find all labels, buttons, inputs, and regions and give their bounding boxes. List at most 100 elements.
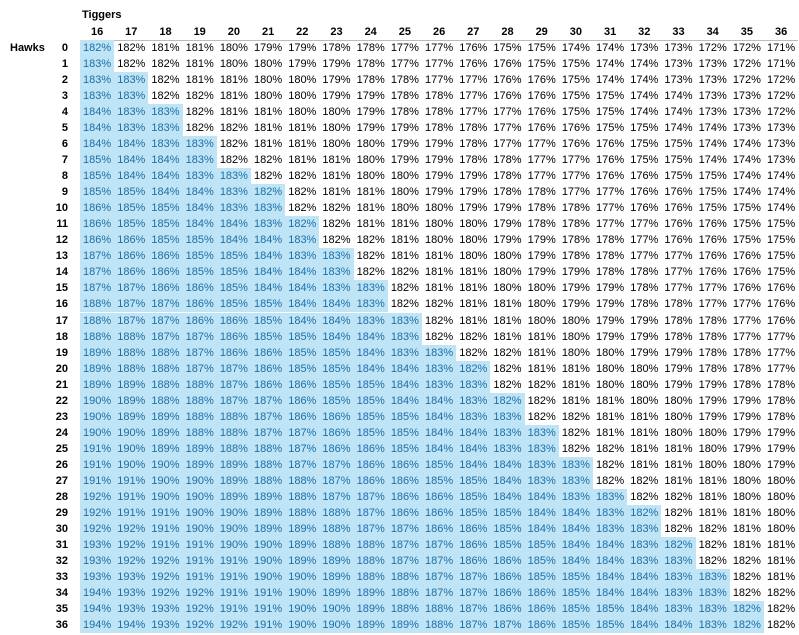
highlighted-cell: 191% (148, 504, 183, 521)
cell: 175% (767, 266, 796, 279)
cell: 182% (527, 378, 556, 391)
highlighted-cell: 184% (456, 456, 491, 473)
cell: 181% (561, 378, 590, 391)
highlighted-cell: 186% (387, 456, 422, 473)
row-header: 13 (55, 250, 68, 263)
highlighted-cell: 184% (422, 392, 457, 409)
cell: 180% (698, 426, 727, 439)
cell: 175% (664, 138, 693, 151)
highlighted-cell: 183% (593, 520, 628, 537)
cell: 182% (219, 154, 248, 167)
highlighted-cell: 190% (148, 472, 183, 489)
cell: 179% (732, 394, 761, 407)
highlighted-cell: 185% (319, 392, 354, 409)
cell: 182% (151, 58, 180, 71)
cell: 173% (732, 122, 761, 135)
cell: 177% (527, 170, 556, 183)
highlighted-cell: 185% (524, 536, 559, 553)
cell: 178% (561, 218, 590, 231)
highlighted-cell: 189% (251, 520, 286, 537)
highlighted-cell: 184% (558, 520, 593, 537)
cell: 174% (596, 42, 625, 54)
cell: 174% (664, 90, 693, 103)
highlighted-cell: 190% (80, 408, 115, 425)
highlighted-cell: 189% (80, 344, 115, 361)
cell: 177% (698, 298, 727, 311)
highlighted-cell: 186% (216, 344, 251, 361)
cell: 182% (664, 490, 693, 503)
highlighted-cell: 185% (422, 472, 457, 489)
highlighted-cell: 191% (114, 504, 149, 521)
highlighted-cell: 185% (285, 328, 320, 345)
cell: 182% (596, 442, 625, 455)
highlighted-cell: 185% (285, 360, 320, 377)
highlighted-cell: 184% (251, 232, 286, 249)
cell: 182% (767, 587, 796, 600)
highlighted-cell: 186% (182, 296, 217, 313)
highlighted-cell: 186% (319, 408, 354, 425)
highlighted-cell: 186% (114, 264, 149, 281)
highlighted-cell: 190% (319, 617, 354, 634)
highlighted-cell: 187% (285, 424, 320, 441)
highlighted-cell: 184% (285, 280, 320, 297)
cell: 174% (767, 170, 796, 183)
cell: 182% (732, 554, 761, 567)
highlighted-cell: 188% (216, 424, 251, 441)
row-header: 29 (55, 506, 68, 519)
highlighted-cell: 186% (80, 200, 115, 217)
cell: 179% (561, 298, 590, 311)
cell: 181% (493, 330, 522, 343)
highlighted-cell: 183% (661, 568, 696, 585)
cell: 181% (630, 426, 659, 439)
cell: 178% (698, 314, 727, 327)
cell: 180% (219, 58, 248, 71)
highlighted-cell: 188% (285, 504, 320, 521)
cell: 182% (185, 106, 214, 119)
highlighted-cell: 191% (80, 440, 115, 457)
cell: 180% (425, 202, 454, 215)
cell: 179% (698, 394, 727, 407)
row-header: 15 (55, 282, 68, 295)
highlighted-cell: 185% (422, 456, 457, 473)
highlighted-cell: 189% (148, 424, 183, 441)
highlighted-cell: 185% (593, 601, 628, 618)
highlighted-cell: 190% (114, 424, 149, 441)
column-header: 30 (558, 24, 593, 41)
highlighted-cell: 186% (456, 552, 491, 569)
cell: 180% (596, 362, 625, 375)
cell: 181% (356, 202, 385, 215)
cell: 174% (767, 186, 796, 199)
highlighted-cell: 183% (387, 344, 422, 361)
highlighted-cell: 187% (216, 360, 251, 377)
highlighted-cell: 187% (251, 392, 286, 409)
cell: 178% (493, 170, 522, 183)
highlighted-cell: 183% (80, 56, 115, 73)
cell: 176% (561, 138, 590, 151)
highlighted-cell: 183% (80, 72, 115, 89)
cell: 177% (732, 298, 761, 311)
highlighted-cell: 192% (80, 520, 115, 537)
cell: 182% (698, 554, 727, 567)
cell: 175% (698, 202, 727, 215)
cell: 177% (596, 202, 625, 215)
column-header: 24 (353, 24, 388, 41)
highlighted-cell: 187% (182, 344, 217, 361)
cell: 179% (288, 42, 317, 54)
cell: 180% (288, 106, 317, 119)
highlighted-cell: 188% (182, 392, 217, 409)
cell: 174% (596, 58, 625, 71)
highlighted-cell: 186% (353, 440, 388, 457)
highlighted-cell: 190% (216, 536, 251, 553)
highlighted-cell: 188% (285, 472, 320, 489)
column-header: 19 (182, 24, 217, 41)
highlighted-cell: 191% (148, 520, 183, 537)
highlighted-cell: 189% (319, 568, 354, 585)
highlighted-cell: 186% (148, 264, 183, 281)
cell: 182% (219, 122, 248, 135)
cell: 182% (561, 442, 590, 455)
cell: 176% (493, 58, 522, 71)
cell: 176% (664, 202, 693, 215)
highlighted-cell: 185% (319, 344, 354, 361)
cell: 175% (767, 218, 796, 231)
